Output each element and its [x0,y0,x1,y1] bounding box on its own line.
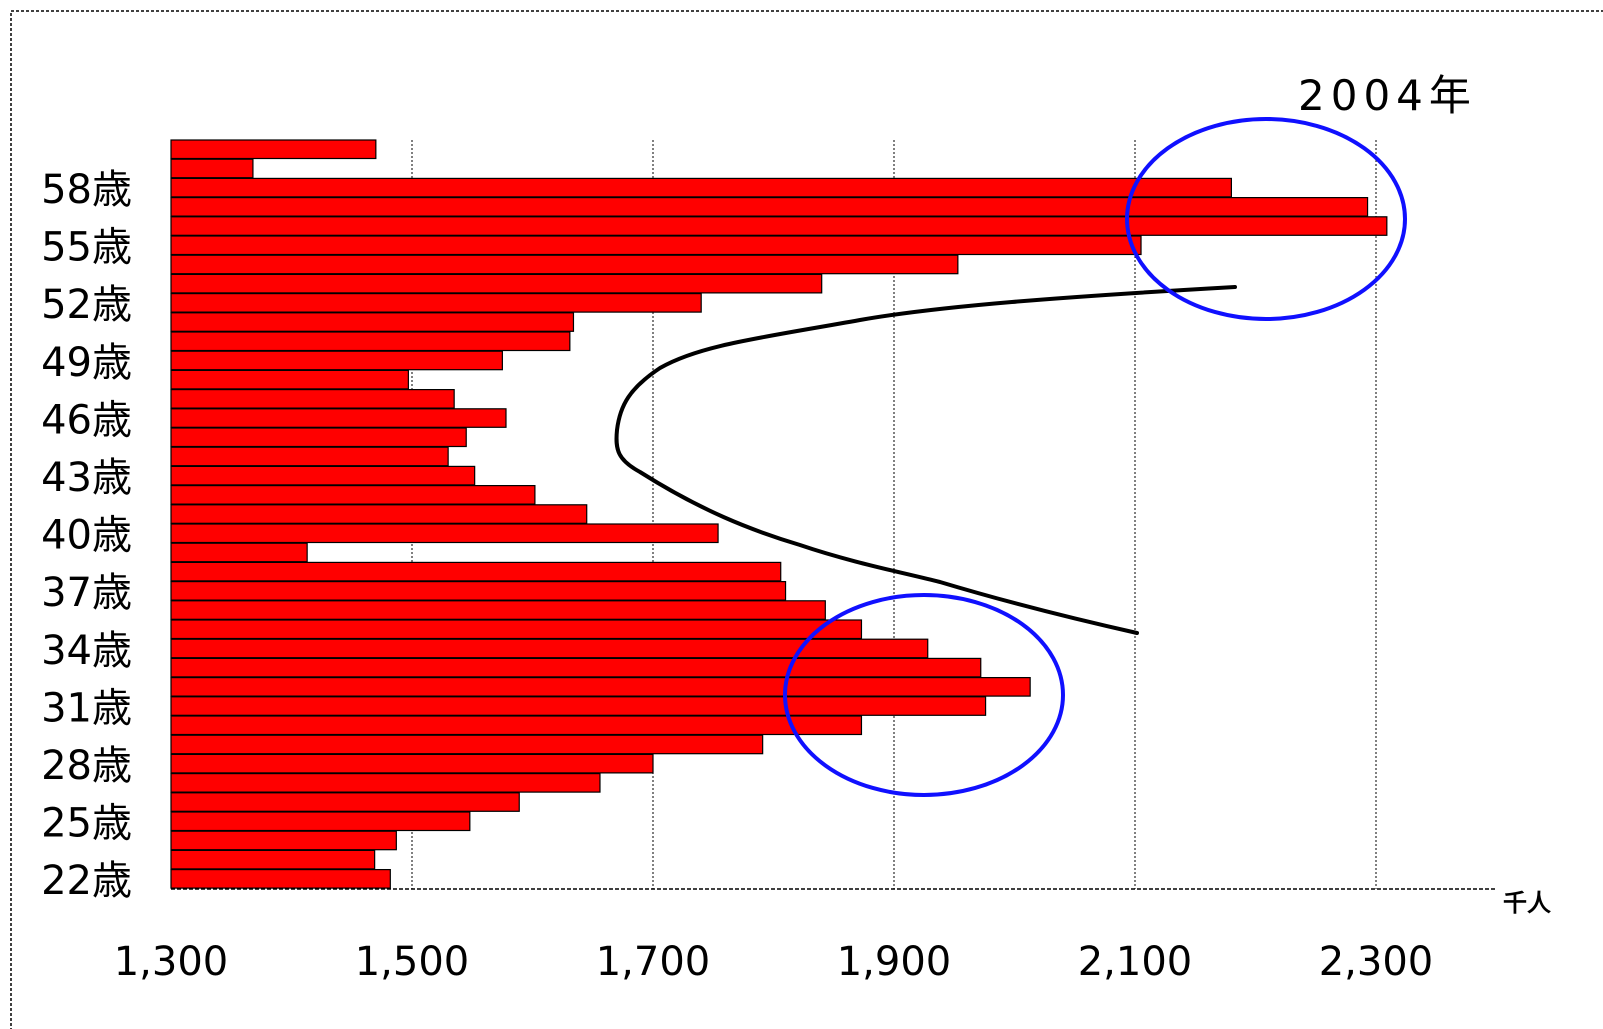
y-tick-label: 28歳 [41,743,132,789]
bar-age-41 [170,504,588,524]
bar-age-45 [170,427,467,448]
bar-age-43 [170,465,476,486]
unit-label: 千人 [1503,889,1551,917]
bar-age-52 [170,293,702,313]
bar-age-59 [170,158,254,179]
bar-age-22 [170,868,391,889]
chart-title: 2004年 [1298,71,1477,120]
y-tick-label: 55歳 [41,225,132,271]
y-tick-label: 22歳 [41,858,132,904]
bar-age-54 [170,254,959,275]
bar-age-37 [170,580,787,601]
bar-age-50 [170,331,571,352]
y-tick-label: 58歳 [41,167,132,213]
x-tick-label: 2,100 [1078,939,1193,985]
x-tick-label: 2,300 [1319,939,1434,985]
bar-age-55 [170,235,1142,256]
bar-age-57 [170,197,1369,217]
bar-age-27 [170,772,601,793]
bars [170,139,1388,889]
bar-age-53 [170,273,823,294]
bar-age-39 [170,542,308,563]
y-tick-label: 25歳 [41,801,132,847]
bar-age-25 [170,811,471,832]
bar-age-29 [170,734,764,755]
bar-age-34 [170,638,929,659]
highlight-circle-upper [1125,117,1407,321]
y-tick-label: 43歳 [41,455,132,501]
bar-age-42 [170,485,536,505]
bar-age-36 [170,600,826,620]
y-tick-label: 49歳 [41,340,132,386]
x-tick-label: 1,900 [837,939,952,985]
bar-age-30 [170,715,863,736]
bar-age-23 [170,849,376,870]
bar-age-44 [170,446,449,467]
bar-age-35 [170,619,863,640]
bar-age-28 [170,753,654,774]
bar-age-60 [170,139,377,160]
bar-age-24 [170,830,397,851]
bar-age-58 [170,177,1233,198]
x-tick-label: 1,300 [114,939,229,985]
bar-age-40 [170,523,719,544]
y-tick-label: 31歳 [41,685,132,731]
bar-age-38 [170,561,782,582]
bar-age-49 [170,350,503,371]
bar-age-26 [170,792,520,812]
y-tick-label: 34歳 [41,628,132,674]
bar-age-33 [170,657,982,678]
y-tick-label: 52歳 [41,282,132,328]
x-tick-labels: 1,300 1,500 1,700 1,900 2,100 2,300 [114,939,1434,985]
bar-age-31 [170,696,987,716]
y-tick-label: 46歳 [41,397,132,443]
bar-age-46 [170,408,507,428]
x-tick-label: 1,700 [596,939,711,985]
y-tick-label: 37歳 [41,570,132,616]
bar-age-56 [170,216,1388,236]
x-tick-label: 1,500 [355,939,470,985]
y-tick-labels: 58歳 55歳 52歳 49歳 46歳 43歳 40歳 37歳 34歳 31歳 28歳 25歳 22歳 [41,167,132,904]
bar-age-51 [170,312,575,332]
y-tick-label: 40歳 [41,513,132,559]
trend-curve [614,285,1237,635]
chart-border [10,10,1603,1029]
bar-age-47 [170,389,455,409]
bar-age-48 [170,369,409,390]
highlight-circle-lower [783,593,1065,797]
bar-age-32 [170,676,1031,697]
